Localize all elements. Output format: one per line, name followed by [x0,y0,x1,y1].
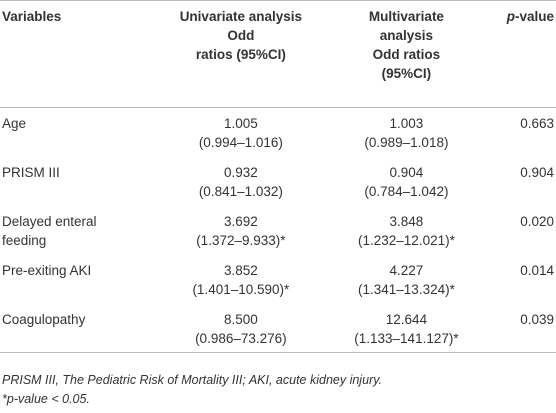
cell-text: 0.932 [223,164,258,180]
header-text: ratios (95%CI) [195,47,286,62]
footnote: *p-value < 0.05. [2,392,90,406]
cell-text: 1.003 [389,116,424,131]
header-text: p [506,9,515,24]
cell-text: (0.986–73.276) [195,330,287,346]
header-cell: Univariate analysis Odd ratios (95%CI) [150,0,332,108]
header-text: Univariate analysis [179,9,303,24]
cell-text: 8.500 [223,311,258,327]
header-text: Odd [227,28,255,43]
header-row: Variables Univariate analysis Odd ratios (9… [0,0,556,108]
footnote: PRISM III, The Pediatric Risk of Mortali… [2,373,382,387]
table-cell: 3.692 (1.372–9.933)* [151,206,332,255]
cell-text: 0.904 [389,164,424,180]
table-cell: Delayed enteral feeding [0,206,151,255]
table-cell: Age [0,108,151,157]
results-table: Variables Univariate analysis Odd ratios (9… [0,0,556,353]
table-row: Pre-exiting AKI 3.852 (1.401–10.590)* 4.227… [0,255,556,304]
cell-text: Age [2,116,27,131]
header-text: analysis [379,28,434,43]
header-text: Odd ratios [372,47,441,62]
cell-text: 3.852 [223,262,258,278]
table-cell: 0.904 (0.784–1.042) [331,157,482,206]
cell-text: 3.692 [223,213,258,229]
cell-text: 3.848 [389,213,424,229]
table-header: Variables Univariate analysis Odd ratios (9… [0,0,556,108]
cell-text: 0.014 [520,262,554,278]
cell-text: (0.989–1.018) [364,135,449,150]
cell-text: (1.372–9.933)* [196,232,286,248]
header-cell: Variables [0,0,151,108]
cell-text: (1.401–10.590)* [192,281,290,297]
cell-text: 0.020 [520,213,554,229]
table-cell: 4.227 (1.341–13.324)* [331,255,482,304]
cell-text: (1.341–13.324)* [358,281,455,297]
cell-text: Coagulopathy [2,311,86,327]
cell-text: (1.232–12.021)* [358,232,455,248]
table-row: PRISM III 0.932 (0.841–1.032) 0.904 (0.784–1… [0,157,556,206]
table-cell: 12.644 (1.133–141.127)* [331,304,482,353]
cell-text: (0.841–1.032) [198,183,283,199]
table-cell: Pre-exiting AKI [0,255,151,304]
cell-text: 4.227 [389,262,424,278]
table-cell: 0.014 [482,255,556,304]
table-cell: 0.663 [482,108,556,157]
cell-text: (0.994–1.016) [198,135,283,150]
header-text: Variables [2,9,62,24]
header-text: -value [514,9,554,24]
cell-text: 0.039 [520,311,554,327]
table-cell: 0.020 [482,206,556,255]
table-body: Age 1.005 (0.994–1.016) 1.003 (0.989–1.018) 0… [0,108,556,353]
header-text: (95%CI) [381,66,432,81]
table-cell: Coagulopathy [0,304,151,353]
cell-text: feeding [2,232,47,248]
table-row: Age 1.005 (0.994–1.016) 1.003 (0.989–1.018) 0… [0,108,556,157]
cell-text: 12.644 [385,311,428,327]
cell-text: Pre-exiting AKI [2,262,92,278]
header-cell: p-value [481,0,556,108]
header-cell: Multivariate analysis Odd ratios (95%CI) [331,0,482,108]
table-cell: 1.005 (0.994–1.016) [151,108,332,157]
table-cell: 8.500 (0.986–73.276) [151,304,332,353]
table-cell: 0.039 [482,304,556,353]
cell-text: (1.133–141.127)* [354,330,459,346]
table-cell: 3.852 (1.401–10.590)* [151,255,332,304]
cell-text: 1.005 [223,116,258,131]
table-cell: PRISM III [0,157,151,206]
table-cell: 1.003 (0.989–1.018) [331,108,482,157]
cell-text: (0.784–1.042) [364,183,449,199]
table-cell: 0.904 [482,157,556,206]
cell-text: 0.663 [520,116,554,131]
header-text: Multivariate [368,9,444,24]
cell-text: PRISM III [2,164,60,180]
table-cell: 3.848 (1.232–12.021)* [331,206,482,255]
table-row: Coagulopathy 8.500 (0.986–73.276) 12.644 (1.… [0,304,556,353]
cell-text: 0.904 [520,164,554,180]
cell-text: Delayed enteral [2,213,97,229]
table-row: Delayed enteral feeding 3.692 (1.372–9.933)… [0,206,556,255]
table-cell: 0.932 (0.841–1.032) [151,157,332,206]
